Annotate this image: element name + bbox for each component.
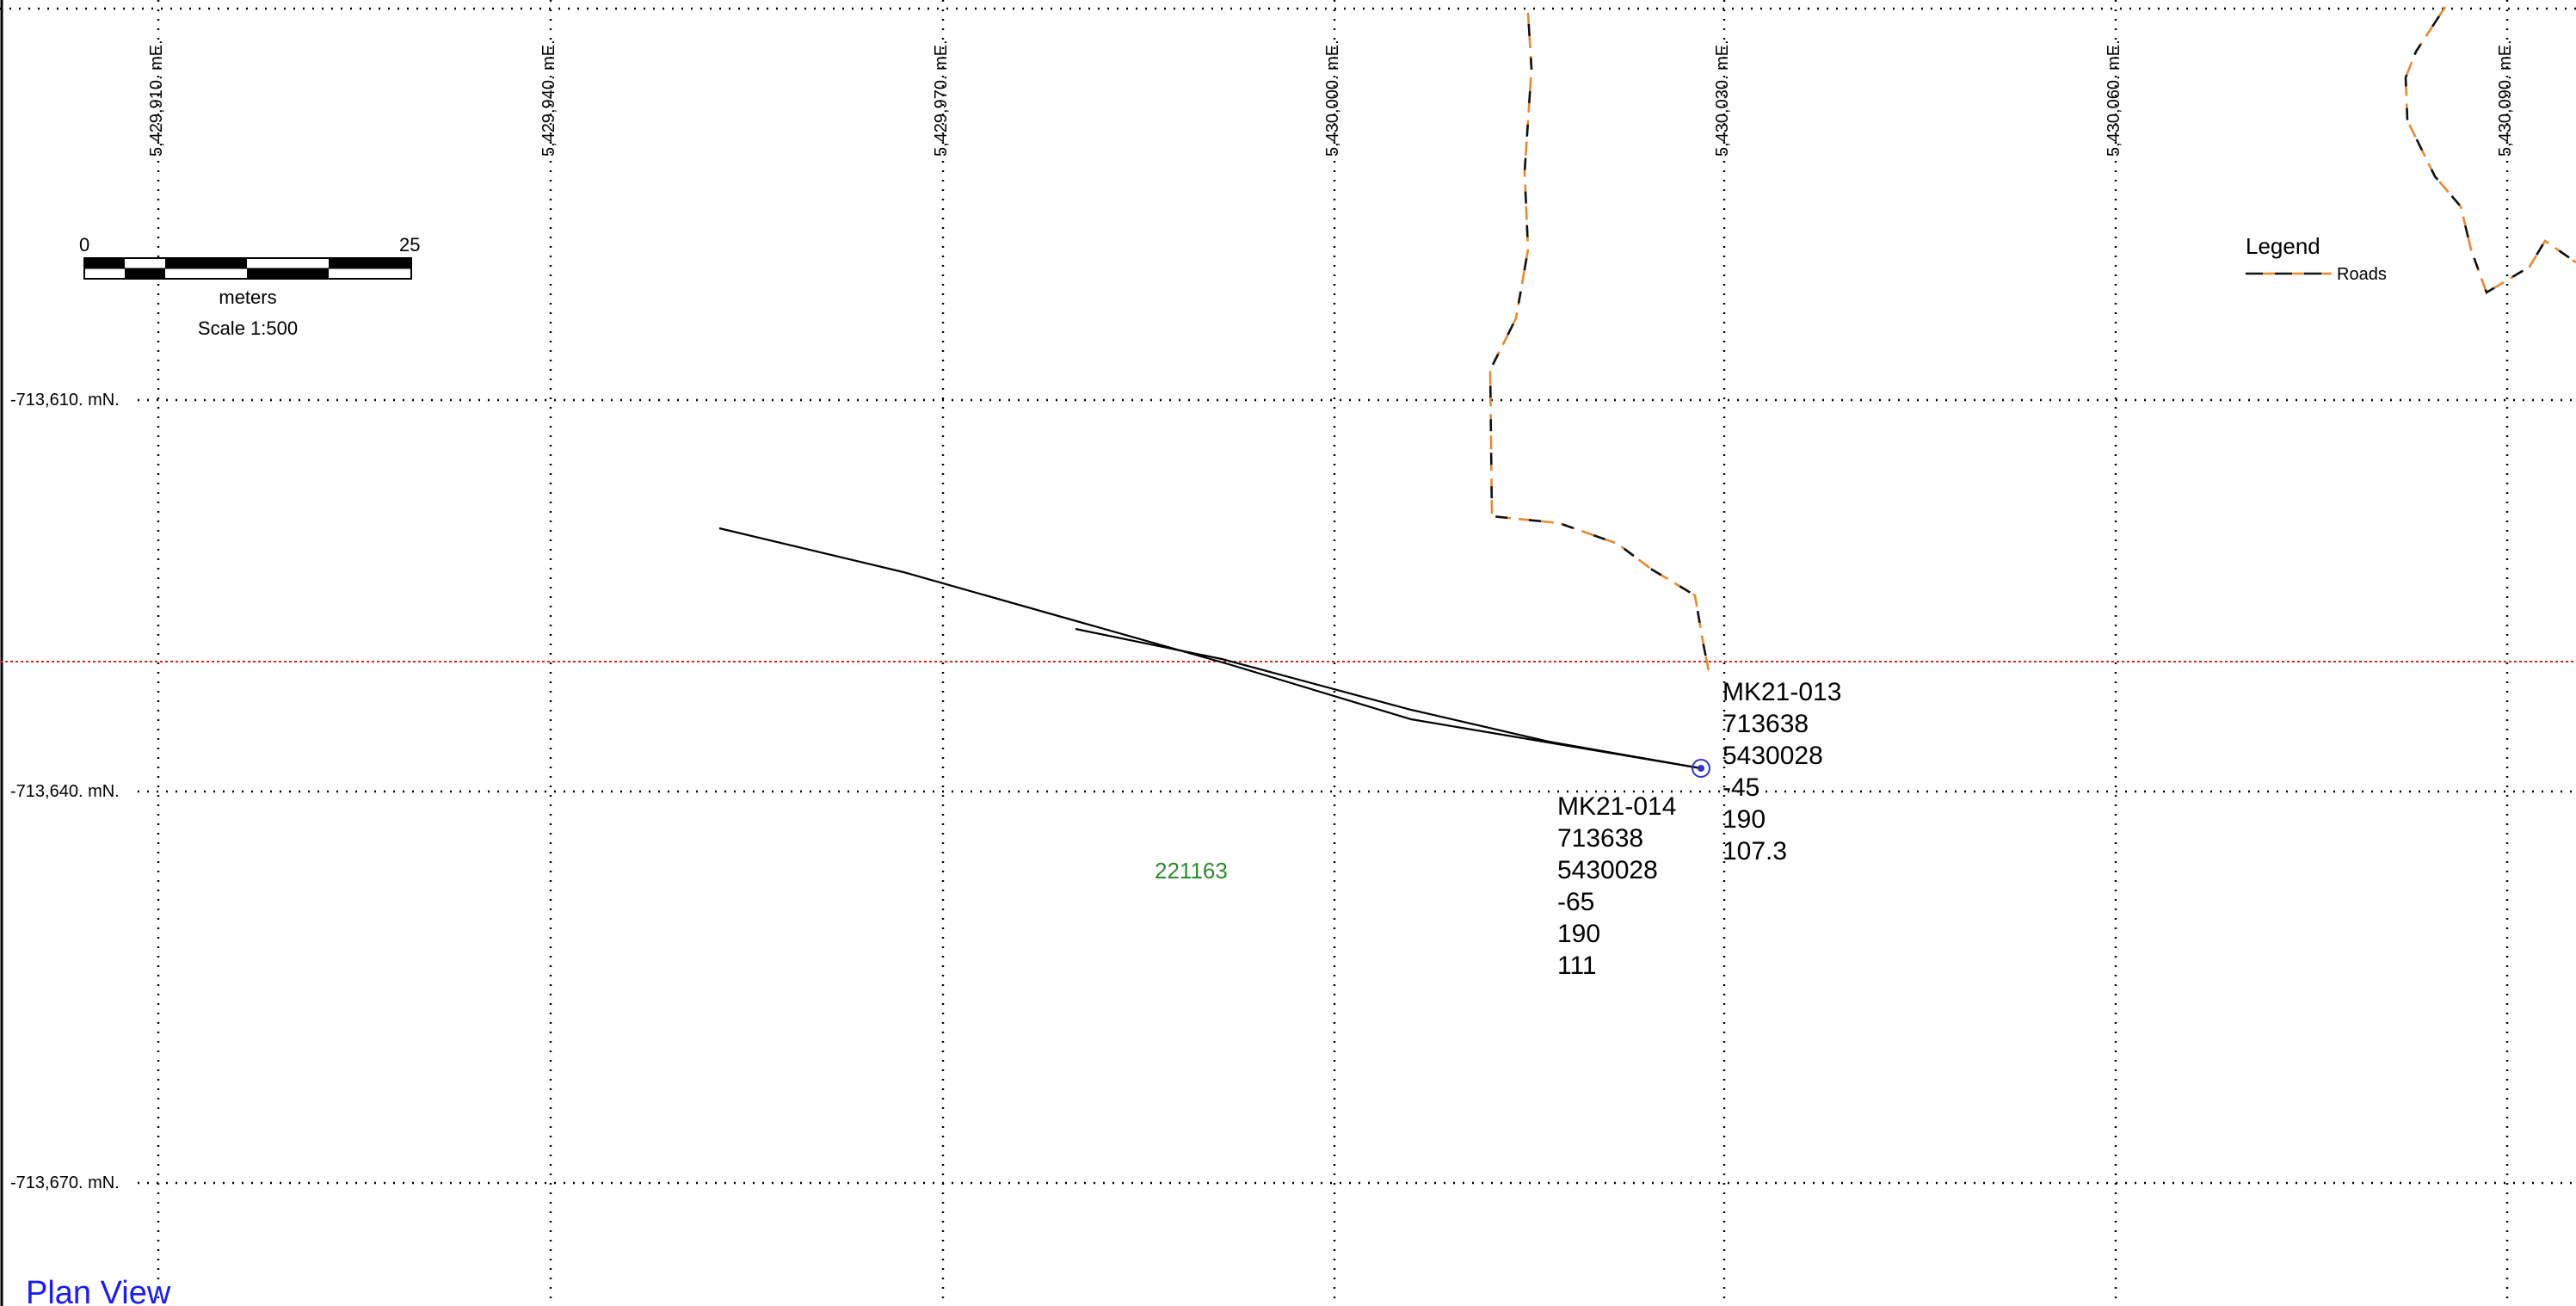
drillhole-length: 107.3 bbox=[1722, 837, 1787, 866]
drillhole-length: 111 bbox=[1557, 952, 1597, 980]
drillhole-id: MK21-013 bbox=[1722, 678, 1841, 706]
easting-grid-lines bbox=[157, 0, 2509, 1306]
drillhole-label-mk21-014: MK21-014 713638 5430028 -65 190 111 bbox=[1557, 792, 1676, 980]
view-title: Plan View bbox=[26, 1275, 171, 1306]
drillhole-easting: 5430028 bbox=[1557, 856, 1658, 884]
drillhole-dip: -45 bbox=[1722, 773, 1759, 802]
drillhole-azimuth: 190 bbox=[1557, 920, 1600, 948]
scale-bar-end-label: 25 bbox=[399, 234, 420, 256]
northing-label: -713,670. mN. bbox=[10, 1174, 120, 1192]
easting-label: 5,430,090. mE. bbox=[2496, 40, 2515, 157]
drillhole-azimuth: 190 bbox=[1722, 805, 1766, 834]
drillhole-trace-mk21-014 bbox=[1075, 627, 1702, 770]
legend-item-roads: Roads bbox=[2337, 265, 2387, 284]
easting-label: 5,429,910. mE. bbox=[147, 40, 166, 157]
drillhole-id: MK21-014 bbox=[1557, 792, 1676, 821]
easting-labels: 5,429,910. mE. 5,429,940. mE. 5,429,970.… bbox=[147, 40, 2515, 157]
northing-labels: -713,610. mN. -713,640. mN. -713,670. mN… bbox=[10, 391, 120, 1192]
scale-bar: 0 25 meters Scale 1:500 bbox=[79, 234, 420, 339]
road-northeast bbox=[2404, 6, 2576, 294]
drillhole-easting: 5430028 bbox=[1722, 742, 1823, 770]
easting-label: 5,430,000. mE. bbox=[1323, 40, 1342, 157]
drillhole-northing: 713638 bbox=[1557, 824, 1643, 853]
northing-grid-lines bbox=[0, 7, 2576, 1185]
easting-label: 5,429,940. mE. bbox=[539, 40, 558, 157]
northing-label: -713,640. mN. bbox=[10, 782, 120, 801]
claim-label: 221163 bbox=[1155, 858, 1228, 884]
northing-label: -713,610. mN. bbox=[10, 391, 120, 410]
scale-bar-unit: meters bbox=[219, 286, 276, 308]
drillhole-collar bbox=[1692, 759, 1710, 778]
legend-title: Legend bbox=[2246, 233, 2320, 259]
drillhole-dip: -65 bbox=[1557, 888, 1594, 916]
drillhole-northing: 713638 bbox=[1722, 710, 1809, 738]
easting-label: 5,430,030. mE. bbox=[1713, 40, 1732, 157]
easting-label: 5,430,060. mE. bbox=[2105, 40, 2123, 157]
drillhole-label-mk21-013: MK21-013 713638 5430028 -45 190 107.3 bbox=[1722, 678, 1841, 866]
legend: Legend Roads bbox=[2246, 233, 2387, 284]
road-center bbox=[1488, 12, 1710, 672]
easting-label: 5,429,970. mE. bbox=[932, 40, 951, 157]
drillhole-trace-mk21-013 bbox=[718, 527, 1702, 770]
scale-bar-start-label: 0 bbox=[79, 234, 89, 256]
scale-ratio: Scale 1:500 bbox=[198, 317, 298, 339]
